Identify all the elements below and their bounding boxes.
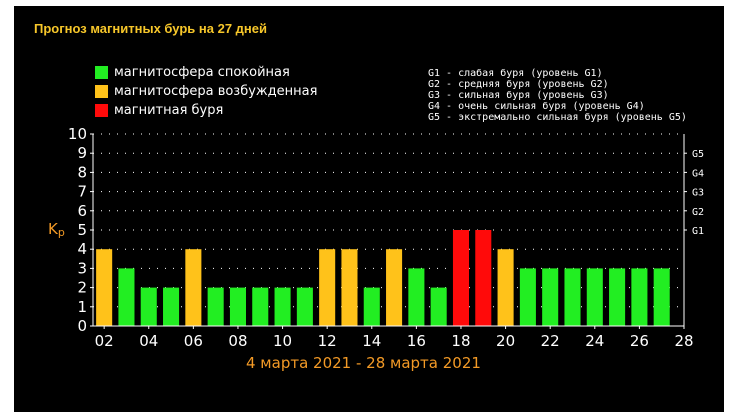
legend-label-storm: магнитная буря [114, 103, 224, 118]
storm-level-g2: G2 - средняя буря (уровень G2) [428, 79, 609, 90]
x-tick-label: 12 [318, 332, 337, 350]
kp-bar [96, 249, 113, 326]
kp-bar [118, 268, 135, 326]
legend-swatch-storm [95, 104, 108, 117]
x-tick-label: 18 [451, 332, 470, 350]
kp-bar [252, 287, 269, 326]
storm-level-g1: G1 - слабая буря (уровень G1) [428, 68, 603, 79]
legend-item-excited: магнитосфера возбужденная [95, 84, 317, 99]
x-tick-label: 02 [95, 332, 114, 350]
x-tick-label: 24 [585, 332, 604, 350]
kp-bar [609, 268, 626, 326]
x-tick-label: 10 [273, 332, 292, 350]
storm-level-g4: G4 - очень сильная буря (уровень G4) [428, 101, 645, 112]
kp-bar [207, 287, 224, 326]
legend-item-storm: магнитная буря [95, 103, 223, 118]
x-tick-label: 16 [407, 332, 426, 350]
y-tick-label: 8 [77, 163, 87, 181]
legend-swatch-quiet [95, 66, 108, 79]
kp-bar [475, 230, 492, 326]
kp-bar [274, 287, 291, 326]
kp-bar [408, 268, 425, 326]
kp-bar [319, 249, 336, 326]
x-tick-label: 26 [630, 332, 649, 350]
kp-bar [564, 268, 581, 326]
g-level-label: G2 [692, 207, 704, 218]
kp-bar [631, 268, 648, 326]
storm-level-g3: G3 - сильная буря (уровень G3) [428, 90, 609, 101]
y-tick-label: 3 [77, 259, 87, 277]
y-axis-label: Kp [48, 220, 65, 239]
y-tick-label: 1 [77, 298, 87, 316]
storm-level-definitions: G1 - слабая буря (уровень G1) G2 - средн… [428, 68, 687, 123]
kp-bar [185, 249, 202, 326]
kp-bar [163, 287, 180, 326]
x-tick-label: 06 [184, 332, 203, 350]
kp-bar [497, 249, 514, 326]
kp-bar [363, 287, 380, 326]
y-tick-label: 6 [77, 202, 87, 220]
storm-level-g5: G5 - экстремально сильная буря (уровень … [428, 112, 687, 123]
g-level-label: G5 [692, 149, 704, 160]
kp-bar [341, 249, 358, 326]
forecast-panel [14, 6, 724, 412]
kp-bar [296, 287, 313, 326]
kp-bar [519, 268, 536, 326]
y-tick-label: 7 [77, 183, 87, 201]
x-tick-label: 28 [674, 332, 693, 350]
y-tick-label: 4 [77, 240, 87, 258]
x-tick-label: 20 [496, 332, 515, 350]
g-level-label: G4 [692, 168, 704, 179]
g-level-label: G1 [692, 226, 704, 237]
chart-title: Прогноз магнитных бурь на 27 дней [34, 21, 267, 36]
x-tick-label: 14 [362, 332, 381, 350]
date-range-label: 4 марта 2021 - 28 марта 2021 [246, 354, 481, 372]
kp-bar [542, 268, 559, 326]
legend-label-excited: магнитосфера возбужденная [114, 84, 318, 99]
kp-bar [452, 230, 470, 326]
kp-bar [586, 268, 603, 326]
kp-bar [140, 287, 157, 326]
g-level-label: G3 [692, 188, 704, 199]
legend-label-quiet: магнитосфера спокойная [114, 65, 290, 80]
x-tick-label: 22 [541, 332, 560, 350]
x-tick-label: 08 [228, 332, 247, 350]
kp-bar [229, 287, 246, 326]
kp-bar [653, 268, 670, 326]
legend-item-quiet: магнитосфера спокойная [95, 65, 290, 80]
kp-bar [430, 287, 447, 326]
y-tick-label: 9 [77, 144, 87, 162]
y-tick-label: 10 [68, 125, 87, 143]
x-tick-label: 04 [139, 332, 158, 350]
kp-bar [386, 249, 403, 326]
y-tick-label: 0 [77, 317, 87, 335]
legend-swatch-excited [95, 85, 108, 98]
y-tick-label: 2 [77, 279, 87, 297]
y-tick-label: 5 [77, 221, 87, 239]
